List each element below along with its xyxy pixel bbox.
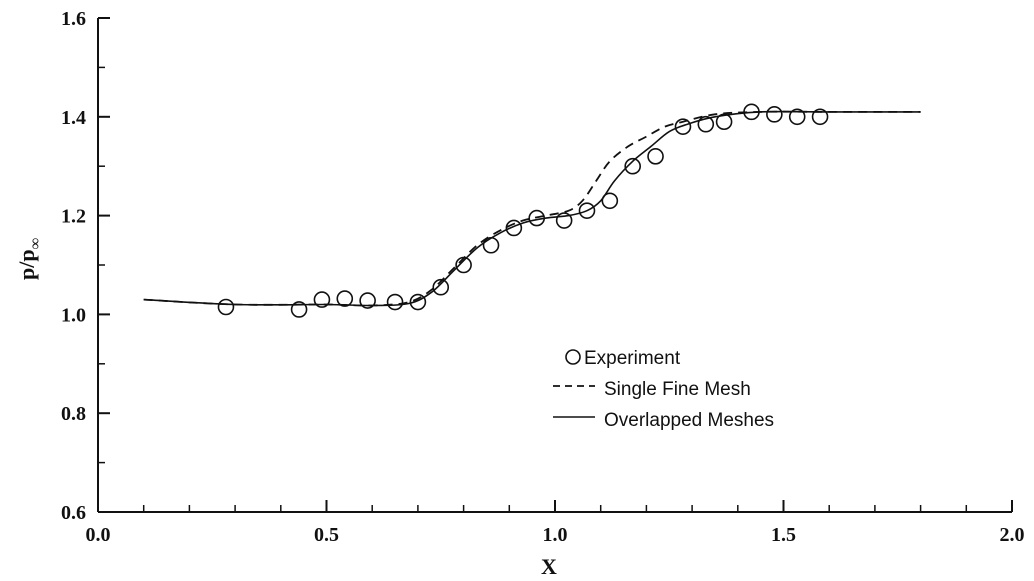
experiment-point bbox=[697, 115, 715, 133]
experiment-point bbox=[555, 212, 573, 229]
experiment-point bbox=[386, 293, 404, 311]
x-tick-label: 1.0 bbox=[543, 524, 568, 546]
series-lines bbox=[143, 110, 921, 307]
experiment-point bbox=[432, 278, 450, 296]
experiment-point bbox=[766, 106, 783, 123]
experiment-point bbox=[505, 219, 523, 237]
y-tick-label: 1.4 bbox=[61, 107, 86, 129]
y-tick-label: 0.6 bbox=[61, 502, 86, 524]
experiment-point bbox=[217, 298, 235, 316]
experiment-point bbox=[811, 108, 829, 126]
experiment-point bbox=[674, 118, 692, 135]
y-tick-label: 1.0 bbox=[61, 304, 86, 326]
x-tick-label: 0.0 bbox=[86, 524, 111, 546]
x-tick-label: 1.5 bbox=[771, 524, 796, 546]
experiment-point bbox=[601, 192, 619, 210]
x-tick-label: 2.0 bbox=[1000, 524, 1025, 546]
y-axis-title-subscript: ∞ bbox=[27, 238, 44, 249]
overlapped-meshes-line bbox=[143, 110, 921, 307]
x-axis-title: X bbox=[541, 554, 557, 579]
x-tick-label: 0.5 bbox=[314, 524, 339, 546]
experiment-point bbox=[359, 292, 376, 309]
experiment-point bbox=[715, 113, 733, 131]
experiment-point bbox=[647, 148, 664, 165]
experiment-point bbox=[624, 157, 641, 175]
experiment-point bbox=[313, 291, 331, 308]
legend-marker-experiment bbox=[565, 349, 581, 365]
experiment-point bbox=[409, 293, 427, 311]
y-axis-title: p/p∞ bbox=[14, 238, 44, 280]
y-axis-title-main: p/p bbox=[14, 249, 39, 280]
experiment-point bbox=[336, 290, 354, 307]
experiment-point bbox=[455, 256, 472, 274]
single-fine-mesh-line bbox=[143, 110, 921, 307]
tick-labels: 0.6 0.8 1.0 1.2 1.4 1.6 0.0 0.5 1.0 1.5 2.0 bbox=[61, 8, 1025, 546]
y-tick-label: 1.6 bbox=[61, 8, 86, 30]
tick-marks bbox=[97, 17, 1013, 513]
y-tick-label: 1.2 bbox=[61, 206, 86, 228]
legend: Experiment Single Fine Mesh Overlapped M… bbox=[553, 348, 774, 431]
experiment-point bbox=[528, 209, 546, 227]
experiment-point bbox=[578, 202, 596, 219]
experiment-point bbox=[788, 108, 806, 126]
legend-label-single-fine-mesh: Single Fine Mesh bbox=[604, 379, 751, 400]
y-tick-label: 0.8 bbox=[61, 403, 86, 425]
experiment-point bbox=[482, 236, 500, 254]
axes bbox=[97, 18, 1012, 513]
experiment-points bbox=[217, 103, 829, 318]
experiment-point bbox=[743, 103, 760, 121]
legend-label-experiment: Experiment bbox=[584, 348, 681, 369]
experiment-point bbox=[290, 301, 308, 318]
legend-label-overlapped-meshes: Overlapped Meshes bbox=[604, 410, 774, 431]
